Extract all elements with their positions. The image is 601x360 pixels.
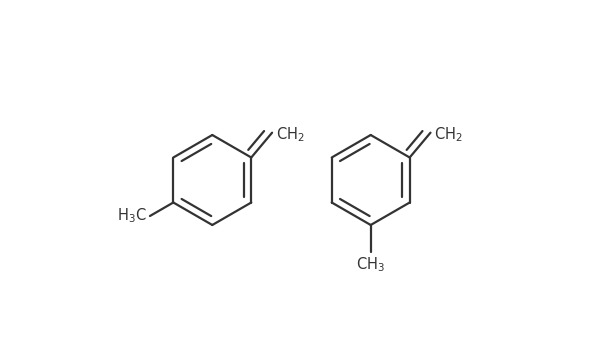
Text: CH$_2$: CH$_2$ bbox=[276, 126, 305, 144]
Text: H$_3$C: H$_3$C bbox=[117, 207, 147, 225]
Text: CH$_2$: CH$_2$ bbox=[434, 126, 463, 144]
Text: CH$_3$: CH$_3$ bbox=[356, 256, 385, 274]
